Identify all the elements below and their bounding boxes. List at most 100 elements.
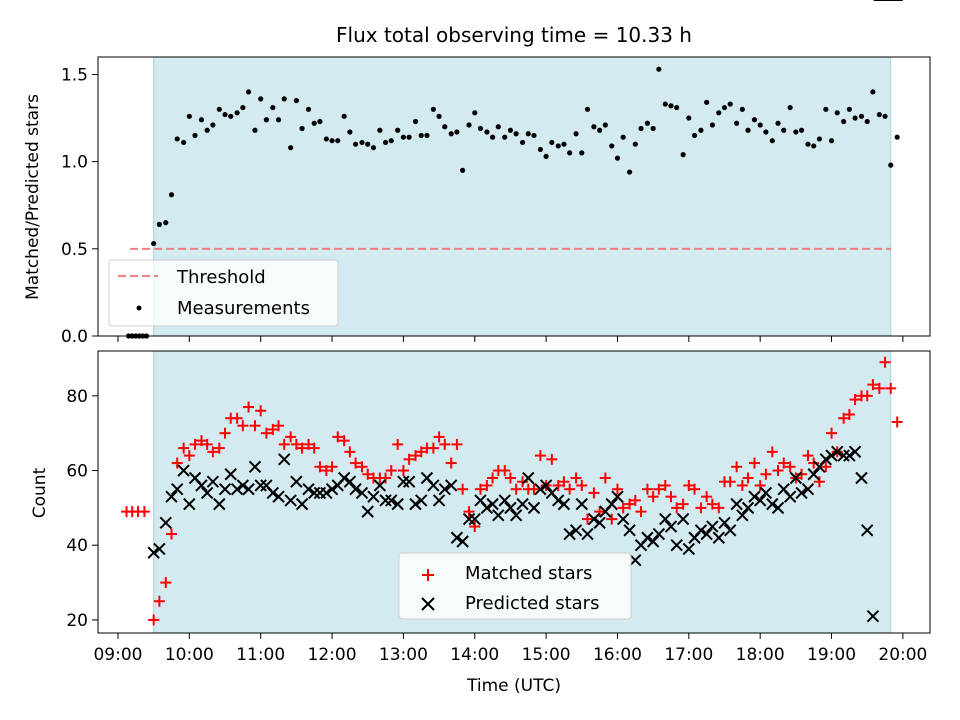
predicted-star-marker [302,482,315,496]
measurement-point [650,125,656,132]
matched-star-marker [171,457,183,469]
matched-star-marker [766,446,778,458]
measurement-point [418,132,424,139]
y-tick-label: 0.5 [61,240,88,260]
measurement-point [876,111,882,118]
matched-star-marker [148,614,160,626]
measurement-point [811,143,817,149]
legend-matched-swatch [422,569,434,581]
predicted-star-marker [843,449,856,462]
ratio-y-label: Matched/Predicted stars [23,94,43,300]
matched-star-marker [677,498,689,510]
matched-star-marker [683,479,695,491]
matched-star-marker [273,420,285,432]
predicted-star-marker [343,475,357,488]
measurement-point [329,138,335,144]
matched-star-marker [326,461,338,473]
measurement-point [591,124,597,130]
predicted-star-marker [759,486,773,500]
measurement-point [716,110,722,116]
matched-star-marker [451,438,463,450]
predicted-star-marker [682,542,696,556]
predicted-star-marker [224,468,237,481]
predicted-star-marker [753,494,767,507]
matched-star-marker [891,416,903,428]
predicted-star-marker [165,490,178,503]
matched-star-marker [813,476,825,488]
chart-title: Flux total observing time = 10.33 h [336,23,692,47]
matched-star-marker [403,453,415,465]
predicted-star-marker [581,527,594,541]
count-y-label: Count [30,467,50,518]
measurement-point [745,127,751,133]
matched-star-marker [499,465,511,477]
predicted-star-marker [242,482,255,496]
measurement-point [436,113,442,119]
predicted-star-marker [248,460,262,473]
matched-star-marker [760,468,772,480]
predicted-star-marker [569,524,583,537]
predicted-star-marker [159,516,172,530]
predicted-star-marker [848,445,862,459]
matched-star-marker [207,446,219,458]
matched-star-marker [433,431,445,443]
matched-star-marker [410,450,422,462]
measurement-point [662,101,668,107]
matched-star-marker [784,461,796,473]
x-tick-label: 14:00 [450,645,499,665]
measurement-point [156,221,162,227]
matched-star-marker [635,506,647,518]
predicted-star-marker [218,482,232,496]
measurement-point [168,192,175,198]
predicted-star-marker [676,512,690,526]
measurement-point [852,115,858,121]
predicted-star-marker [432,494,446,507]
measurement-point [477,125,484,132]
matched-star-marker [528,483,540,495]
measurement-point [299,125,305,132]
measurement-point [668,103,674,109]
predicted-star-marker [534,482,547,496]
measurement-point [614,155,621,161]
matched-star-marker [742,472,754,484]
x-tick-label: 18:00 [736,645,785,665]
measurement-point [240,104,246,111]
measurement-point [805,141,811,147]
predicted-star-marker [450,531,464,544]
measurement-point [210,122,216,128]
matched-star-marker [873,382,885,394]
measurement-point [186,113,192,119]
x-tick-label: 17:00 [664,645,713,665]
predicted-star-marker [789,471,803,485]
measurement-point [460,167,466,173]
matched-star-marker [534,450,546,462]
measurement-point [691,132,698,139]
measurement-point [816,136,822,142]
x-tick-label: 19:00 [807,645,856,665]
predicted-star-marker [616,512,630,526]
predicted-star-marker [605,497,618,511]
measurement-point [400,134,406,140]
y-tick-label: 1.0 [61,153,88,173]
matched-star-marker [659,479,671,491]
matched-star-marker [255,405,267,417]
predicted-star-marker [492,509,505,522]
measurement-point [602,122,608,128]
measurement-point [787,104,793,111]
measurement-point [370,145,377,151]
matched-star-marker [617,502,629,514]
legend-measurements-swatch [136,305,142,311]
predicted-star-marker [825,449,838,462]
predicted-star-marker [629,553,642,567]
legend-predicted-label: Predicted stars [465,593,599,614]
matched-star-marker [671,502,683,514]
measurement-point [448,131,454,137]
measurement-point [561,141,567,147]
matched-star-marker [487,472,499,484]
matched-star-marker [249,420,261,432]
matched-star-marker [510,483,522,495]
measurement-point [525,131,531,137]
legend-measurements-label: Measurements [177,298,310,319]
matched-star-marker [474,483,486,495]
predicted-star-marker [593,516,606,530]
